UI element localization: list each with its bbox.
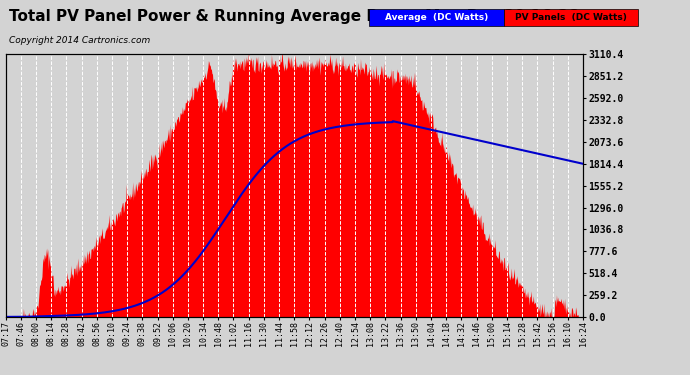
Text: Total PV Panel Power & Running Average Power Mon Dec 29 16:28: Total PV Panel Power & Running Average P…	[9, 9, 580, 24]
Text: Average  (DC Watts): Average (DC Watts)	[385, 13, 488, 22]
Text: PV Panels  (DC Watts): PV Panels (DC Watts)	[515, 13, 627, 22]
Text: Copyright 2014 Cartronics.com: Copyright 2014 Cartronics.com	[9, 36, 150, 45]
